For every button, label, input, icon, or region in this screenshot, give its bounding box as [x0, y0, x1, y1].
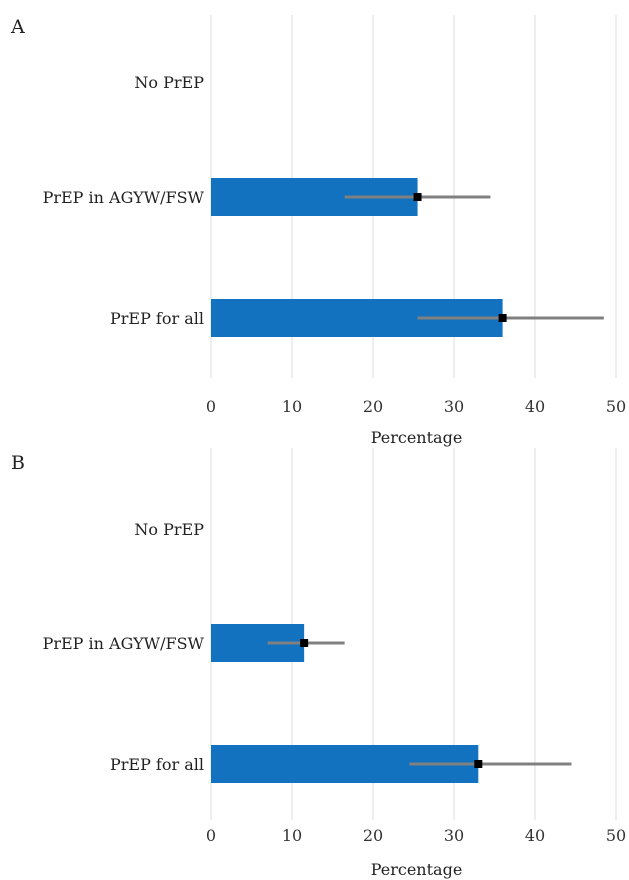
category-label: PrEP in AGYW/FSW — [43, 634, 205, 653]
category-label: PrEP for all — [110, 755, 204, 774]
category-label: No PrEP — [134, 520, 204, 539]
x-axis-title: Percentage — [371, 428, 463, 447]
x-tick-label: 40 — [525, 826, 545, 845]
point-estimate — [413, 193, 422, 201]
x-tick-label: 20 — [363, 826, 383, 845]
point-estimate — [498, 314, 507, 322]
x-tick-label: 10 — [282, 397, 302, 416]
x-tick-label: 50 — [606, 826, 626, 845]
x-tick-label: 30 — [444, 397, 464, 416]
point-estimate — [474, 760, 483, 768]
x-tick-label: 20 — [363, 397, 383, 416]
x-tick-label: 0 — [206, 397, 216, 416]
x-axis-title: Percentage — [371, 860, 463, 879]
x-tick-label: 10 — [282, 826, 302, 845]
x-tick-label: 30 — [444, 826, 464, 845]
category-label: No PrEP — [134, 73, 204, 92]
panel-b: B 0 10 20 30 40 50 Percentage No PrEP PrEP in AGY… — [11, 448, 626, 879]
panel-letter: B — [11, 452, 25, 474]
point-estimate — [300, 639, 309, 647]
x-tick-label: 0 — [206, 826, 216, 845]
category-label: PrEP for all — [110, 309, 204, 328]
x-tick-label: 40 — [525, 397, 545, 416]
category-label: PrEP in AGYW/FSW — [43, 188, 205, 207]
panel-letter: A — [10, 16, 25, 38]
x-tick-label: 50 — [606, 397, 626, 416]
panel-a: A 0 10 20 30 40 50 Percentage No PrEP PrEP in AGY… — [10, 15, 626, 447]
